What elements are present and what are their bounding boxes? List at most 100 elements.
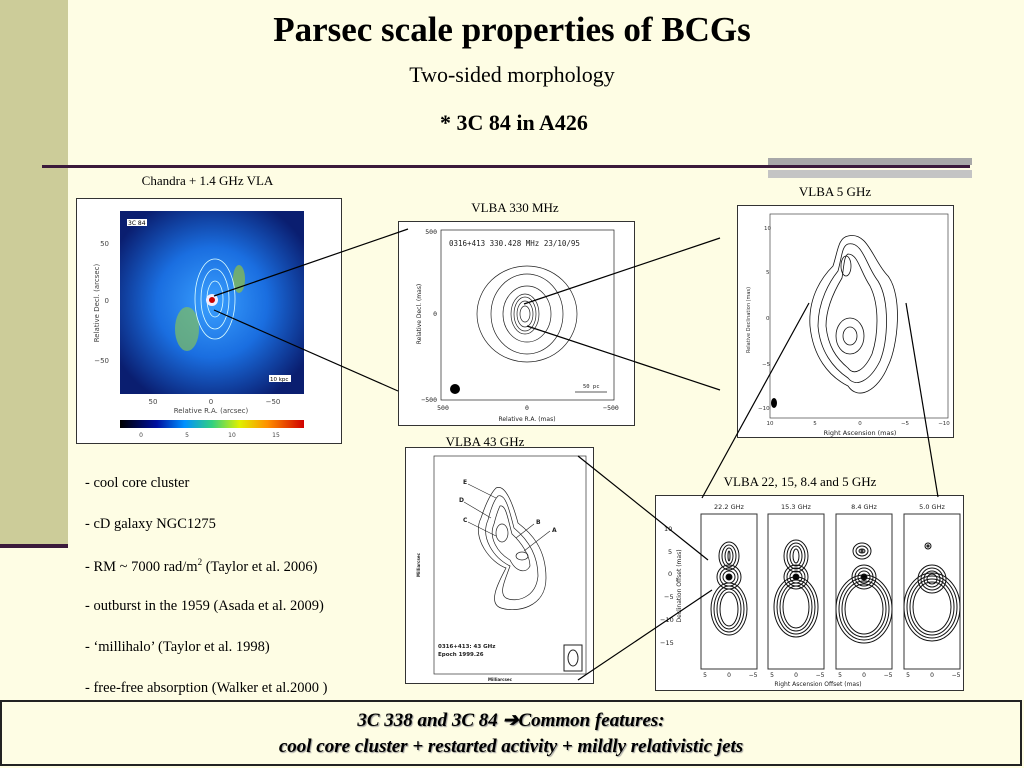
- x-tick-label: 5: [770, 672, 774, 679]
- contour: [841, 580, 887, 638]
- contour: [858, 548, 866, 554]
- svg-text:Relative R.A. (mas): Relative R.A. (mas): [498, 416, 555, 423]
- x-tick-label: 5: [703, 672, 707, 679]
- x-tick-label: −5: [749, 672, 758, 679]
- contour: [903, 572, 961, 642]
- contour: [912, 581, 952, 633]
- panel-label: 5.0 GHz: [919, 503, 945, 511]
- source-heading: * 3C 84 in A426: [440, 110, 588, 135]
- svg-text:5: 5: [766, 270, 770, 276]
- svg-text:−15: −15: [660, 639, 674, 647]
- vlba5-image: 10 5 0 −5 −10 10 5 0 −5 −10 Right Ascension (mas…: [737, 205, 954, 438]
- contour: [719, 591, 739, 627]
- contour: [860, 549, 864, 553]
- contour: [855, 545, 869, 557]
- contour: [923, 570, 941, 588]
- scalebar-label: 10 kpc: [270, 377, 288, 383]
- svg-text:−10: −10: [758, 406, 770, 412]
- svg-text:10: 10: [764, 226, 771, 232]
- svg-text:−500: −500: [603, 404, 619, 412]
- vlba43-image: E D C B A 0316+413: 43 GHz Epoch 1999.26 Mill…: [405, 447, 594, 684]
- svg-text:10: 10: [664, 525, 672, 533]
- svg-text:Relative Decl. (mas): Relative Decl. (mas): [416, 284, 423, 345]
- svg-text:50: 50: [149, 398, 158, 406]
- x-tick-label: 5: [906, 672, 910, 679]
- multi-caption: VLBA 22, 15, 8.4 and 5 GHz: [723, 474, 877, 489]
- svg-text:0: 0: [139, 432, 143, 439]
- vlba5-xlabel: Right Ascension (mas): [824, 429, 897, 437]
- x-tick-label: −5: [952, 672, 961, 679]
- contour: [835, 574, 893, 644]
- x-tick-label: −5: [816, 672, 825, 679]
- svg-text:−50: −50: [266, 398, 281, 406]
- contour: [857, 570, 871, 584]
- slide-title: Parsec scale properties of BCGs: [273, 10, 751, 49]
- vlba43-caption: VLBA 43 GHz: [445, 434, 525, 449]
- contour: [713, 585, 745, 633]
- x-tick-label: 0: [727, 672, 731, 679]
- svg-text:D: D: [459, 497, 464, 504]
- contour: [725, 573, 733, 581]
- svg-text:−10: −10: [660, 616, 674, 624]
- contour: [724, 547, 734, 565]
- contour: [924, 542, 932, 550]
- contour: [917, 564, 947, 594]
- svg-text:0316+413: 43 GHz: 0316+413: 43 GHz: [438, 644, 495, 650]
- bullet-item: - cool core cluster: [85, 475, 190, 491]
- svg-text:Relative Declination (mas): Relative Declination (mas): [746, 287, 752, 353]
- svg-text:E: E: [463, 479, 467, 486]
- vlba5-caption: VLBA 5 GHz: [798, 184, 872, 199]
- slide-subtitle: Two-sided morphology: [409, 62, 615, 87]
- svg-text:50: 50: [100, 240, 109, 248]
- svg-text:−5: −5: [664, 593, 674, 601]
- svg-text:15: 15: [272, 432, 280, 439]
- svg-text:5: 5: [668, 548, 672, 556]
- contour: [783, 564, 809, 590]
- vlba330-caption: VLBA 330 MHz: [471, 200, 559, 215]
- svg-text:A: A: [552, 527, 557, 534]
- svg-text:Milliarcsec: Milliarcsec: [416, 552, 421, 577]
- svg-text:B: B: [536, 519, 541, 526]
- contour: [773, 576, 819, 638]
- svg-text:−500: −500: [421, 396, 437, 404]
- chandra-image: 3C 84 10 kpc 50 0 −50 50 0 −50 Relative R.A.…: [76, 198, 342, 444]
- panel-frame: [835, 513, 893, 670]
- contour: [718, 541, 740, 571]
- vlba330-image: 0316+413 330.428 MHz 23/10/95 50 pc 500 0…: [398, 221, 635, 426]
- multi-frequency-image: 22.2 GHz 5 0 −5 15.3 GHz 5 0 −5 8.4 GHz 5 0 −5 5.0 G…: [655, 495, 964, 691]
- panel-frame: [903, 513, 961, 670]
- svg-text:0: 0: [858, 421, 862, 427]
- x-tick-label: 5: [838, 672, 842, 679]
- source-label: 3C 84: [128, 220, 146, 227]
- svg-text:Epoch 1999.26: Epoch 1999.26: [438, 652, 484, 658]
- svg-text:5: 5: [813, 421, 817, 427]
- svg-text:50 pc: 50 pc: [583, 384, 600, 390]
- svg-text:Relative Decl. (arcsec): Relative Decl. (arcsec): [93, 263, 101, 342]
- svg-text:−5: −5: [901, 421, 910, 427]
- contour: [727, 550, 731, 562]
- svg-text:500: 500: [425, 228, 437, 236]
- svg-text:5: 5: [185, 432, 189, 439]
- decor-bar: [768, 170, 972, 178]
- contour: [783, 539, 809, 573]
- contour: [838, 577, 890, 641]
- contour: [779, 582, 813, 632]
- svg-text:10: 10: [767, 421, 774, 427]
- x-tick-label: 0: [862, 672, 866, 679]
- svg-text:500: 500: [437, 404, 449, 412]
- summary-box: 3C 338 and 3C 84 ➔Common features: cool …: [0, 700, 1022, 766]
- svg-text:Right Ascension Offset (mas): Right Ascension Offset (mas): [774, 681, 861, 688]
- svg-text:C: C: [463, 517, 468, 524]
- contour: [776, 579, 816, 635]
- contour: [721, 544, 737, 568]
- svg-text:−5: −5: [762, 362, 771, 368]
- svg-text:−50: −50: [94, 357, 109, 365]
- x-tick-label: 0: [794, 672, 798, 679]
- svg-text:Declination Offset (mas): Declination Offset (mas): [676, 549, 683, 622]
- contour: [782, 585, 810, 629]
- contour: [926, 573, 938, 585]
- contour: [844, 583, 884, 635]
- panel-label: 22.2 GHz: [714, 503, 744, 511]
- decor-bar: [768, 158, 972, 165]
- svg-text:−10: −10: [938, 421, 950, 427]
